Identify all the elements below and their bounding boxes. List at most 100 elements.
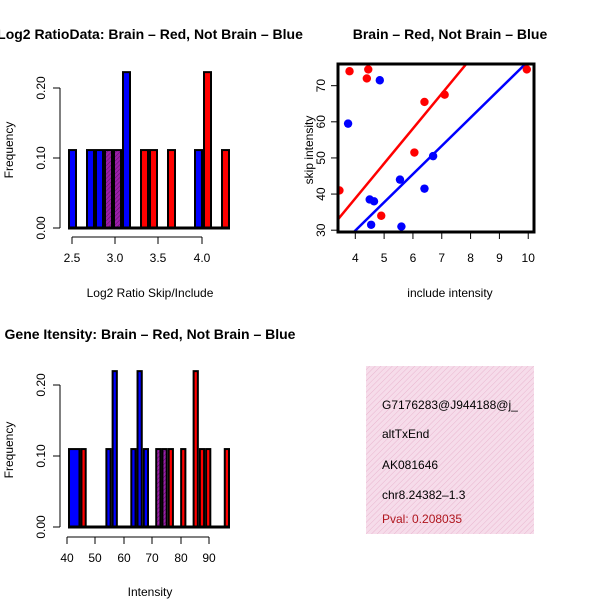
histogram-bar-not-brain — [111, 370, 118, 528]
histogram-bar-brain — [221, 149, 230, 229]
histogram-bar-overlap — [113, 149, 122, 229]
ratio-histogram-y-tick-label: 0.00 — [34, 216, 48, 240]
histogram-bar-brain — [149, 149, 158, 229]
histogram-bar-not-brain — [122, 71, 131, 229]
histogram-bar-not-brain — [68, 448, 81, 529]
histogram-bar-brain — [205, 448, 212, 529]
intensity-histogram-x-tick-label: 50 — [88, 551, 102, 565]
intensity-histogram-x-tick-label: 80 — [174, 551, 188, 565]
scatter-point-brain — [362, 74, 372, 83]
scatter-point-not-brain — [397, 222, 406, 231]
histogram-bar-not-brain — [194, 149, 203, 229]
fit-line-brain — [338, 64, 468, 221]
info-box: G7176283@J944188@j_ altTxEnd AK081646 ch… — [366, 366, 534, 534]
histogram-bar-brain — [167, 149, 176, 229]
intensity-histogram-x-tick-label: 90 — [202, 551, 216, 565]
histogram-bar-brain — [80, 448, 87, 529]
scatter-x-tick-label: 10 — [522, 251, 536, 265]
info-box-background — [366, 366, 534, 534]
info-box-clip: G7176283@J944188@j_ altTxEnd AK081646 ch… — [382, 398, 518, 526]
ratio-histogram-y-label: Frequency — [2, 122, 16, 179]
ratio-histogram-x-label: Log2 Ratio Skip/Include — [87, 286, 214, 300]
scatter-x-axis: 4 5 6 7 8 9 10 — [352, 232, 535, 265]
ratio-histogram-y-tick-label: 0.20 — [34, 76, 48, 100]
scatter-y-tick-label: 30 — [314, 223, 328, 237]
scatter-x-tick-label: 9 — [496, 251, 503, 265]
histogram-bar-not-brain — [86, 149, 95, 229]
info-accession: AK081646 — [382, 458, 438, 472]
ratio-histogram-x-tick-label: 3.0 — [107, 251, 124, 265]
scatter-y-tick-label: 40 — [314, 187, 328, 201]
scatter-point-not-brain — [343, 119, 353, 128]
scatter-fit-lines — [338, 64, 527, 232]
scatter-x-tick-label: 6 — [410, 251, 417, 265]
ratio-histogram: Log2 RatioData: Brain – Red, Not Brain –… — [0, 26, 303, 300]
info-locus: chr8.24382–1.3 — [382, 488, 466, 502]
scatter-point-brain — [410, 148, 419, 157]
histogram-bar-not-brain — [136, 370, 143, 528]
scatter-y-tick-label: 70 — [314, 79, 328, 93]
intensity-histogram-y-label: Frequency — [2, 422, 16, 479]
intensity-histogram-bars — [68, 370, 230, 529]
intensity-histogram: Gene Itensity: Brain – Red, Not Brain – … — [2, 326, 296, 599]
intensity-histogram-x-tick-label: 70 — [145, 551, 159, 565]
histogram-bar-brain — [180, 448, 187, 529]
info-pval: Pval: 0.208035 — [382, 512, 462, 526]
scatter-x-tick-label: 7 — [438, 251, 445, 265]
histogram-bar-brain — [192, 370, 199, 528]
intensity-histogram-x-tick-label: 40 — [60, 551, 74, 565]
scatter-x-tick-label: 8 — [467, 251, 474, 265]
scatter-point-brain — [440, 90, 449, 99]
intensity-histogram-title: Gene Itensity: Brain – Red, Not Brain – … — [5, 326, 296, 342]
scatter-point-brain — [377, 211, 386, 220]
scatter-x-tick-label: 5 — [381, 251, 388, 265]
intensity-histogram-x-tick-label: 60 — [117, 551, 131, 565]
ratio-histogram-y-tick-label: 0.10 — [34, 146, 48, 170]
scatter-point-not-brain — [375, 76, 384, 85]
scatter-point-brain — [345, 67, 354, 76]
histogram-bar-brain — [167, 448, 174, 529]
scatter-point-not-brain — [428, 151, 438, 161]
intensity-histogram-y-tick-label: 0.00 — [34, 515, 48, 539]
histogram-bar-brain — [223, 448, 230, 529]
intensity-scatter-x-label: include intensity — [407, 286, 492, 300]
intensity-scatter-title: Brain – Red, Not Brain – Blue — [353, 26, 548, 42]
histogram-bar-overlap — [104, 149, 113, 229]
scatter-point-brain — [420, 97, 429, 107]
info-event-id: G7176283@J944188@j_ — [382, 398, 518, 412]
histogram-bar-brain — [198, 448, 206, 529]
histogram-bar-not-brain — [130, 448, 137, 529]
scatter-y-tick-label: 50 — [314, 151, 328, 165]
scatter-point-not-brain — [395, 175, 405, 184]
histogram-bar-not-brain — [142, 448, 149, 529]
intensity-histogram-x-label: Intensity — [128, 585, 173, 599]
fit-line-not-brain — [352, 64, 527, 232]
scatter-point-not-brain — [420, 184, 429, 193]
intensity-scatter: Brain – Red, Not Brain – Blue 4 5 6 7 8 9 10 3… — [302, 26, 547, 300]
scatter-clip — [338, 64, 531, 232]
histogram-bar-not-brain — [105, 448, 112, 529]
ratio-histogram-title: Log2 RatioData: Brain – Red, Not Brain –… — [0, 26, 303, 42]
histogram-bar-not-brain — [95, 149, 104, 229]
scatter-y-axis: 30 40 50 60 70 — [314, 79, 338, 237]
ratio-histogram-x-tick-label: 2.5 — [64, 251, 81, 265]
intensity-scatter-y-label: skip intensity — [302, 116, 316, 185]
ratio-histogram-bars — [68, 71, 230, 229]
scatter-point-not-brain — [369, 197, 379, 206]
scatter-frame — [336, 62, 536, 234]
histogram-bar-not-brain — [68, 149, 77, 229]
histogram-bar-brain — [203, 71, 212, 229]
scatter-point-brain — [364, 65, 373, 74]
scatter-y-tick-label: 60 — [314, 115, 328, 129]
ratio-histogram-x-tick-label: 4.0 — [194, 251, 211, 265]
ratio-histogram-x-tick-label: 3.5 — [150, 251, 167, 265]
scatter-point-brain — [522, 65, 531, 74]
histogram-bar-overlap — [155, 448, 162, 529]
intensity-histogram-y-tick-label: 0.20 — [34, 373, 48, 397]
scatter-points — [338, 65, 531, 231]
histogram-bar-brain — [140, 149, 149, 229]
histogram-bar-overlap — [161, 448, 168, 529]
scatter-point-not-brain — [366, 220, 376, 229]
intensity-histogram-y-tick-label: 0.10 — [34, 444, 48, 468]
